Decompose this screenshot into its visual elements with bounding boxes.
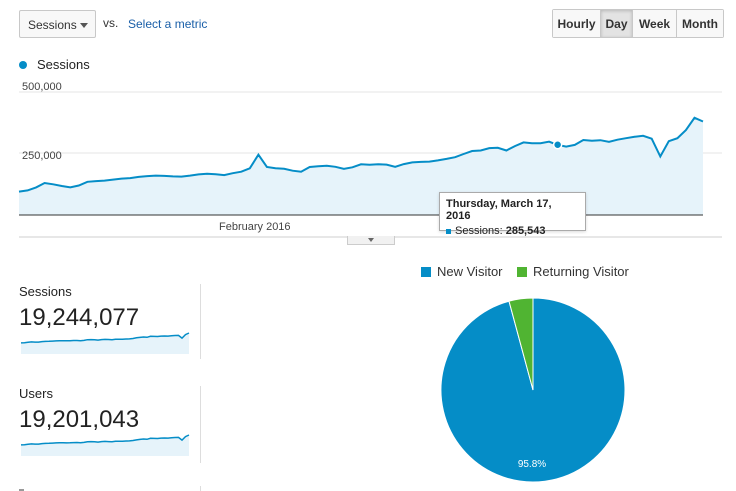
granularity-toggle: Hourly Day Week Month: [552, 9, 724, 38]
select-metric-link[interactable]: Select a metric: [128, 17, 208, 31]
y-tick-500000: 500,000: [22, 81, 62, 93]
granularity-week-button[interactable]: Week: [632, 10, 676, 37]
vs-label: vs.: [103, 16, 119, 30]
hover-point-marker: [552, 140, 563, 150]
granularity-month-button[interactable]: Month: [676, 10, 723, 37]
chevron-down-icon: [368, 238, 374, 242]
sessions-line-chart[interactable]: 500,000 250,000 February 2016: [0, 0, 736, 250]
sessions-legend-dot-icon: [19, 60, 27, 69]
tooltip-value: 285,543: [505, 225, 546, 237]
scorecard-users-label: Users: [19, 386, 53, 401]
tooltip-series-name: Sessions: [455, 225, 500, 237]
metric-select[interactable]: Sessions: [19, 10, 96, 38]
pie-legend-label: New Visitor: [437, 264, 503, 279]
pie-slice-returning-visitor[interactable]: [508, 297, 534, 391]
sessions-legend-label: Sessions: [37, 57, 90, 72]
granularity-day-button[interactable]: Day: [600, 10, 632, 37]
granularity-hourly-button[interactable]: Hourly: [553, 10, 600, 37]
y-tick-250000: 250,000: [22, 150, 62, 162]
scorecard-divider: [200, 284, 201, 359]
pie-legend-new-visitor[interactable]: New Visitor: [421, 264, 503, 279]
scorecard-divider: [200, 486, 201, 491]
tooltip-date: Thursday, March 17, 2016: [446, 198, 552, 222]
x-tick-february: February 2016: [219, 221, 291, 233]
tooltip-row: Sessions: 285,543: [446, 225, 579, 237]
tooltip-series-swatch-icon: [446, 228, 451, 234]
caret-down-icon: [80, 23, 88, 28]
chart-legend[interactable]: Sessions: [19, 57, 90, 72]
hover-point: [552, 140, 563, 150]
pie-legend-label: Returning Visitor: [533, 264, 629, 279]
scorecard-sessions-label: Sessions: [19, 284, 72, 299]
scorecard-users-value: 19,201,043: [19, 406, 140, 433]
sessions-line: [18, 116, 704, 193]
metric-select-label: Sessions: [28, 18, 77, 32]
sessions-area: [19, 117, 703, 215]
returning-visitor-swatch-icon: [517, 266, 527, 277]
chart-tooltip: Thursday, March 17, 2016 Sessions: 285,5…: [439, 192, 586, 237]
scorecard-sessions-value: 19,244,077: [19, 304, 140, 331]
collapse-chart-button[interactable]: [347, 236, 395, 245]
pie-legend-returning-visitor[interactable]: Returning Visitor: [517, 264, 629, 279]
scorecard-divider: [200, 386, 201, 463]
scorecard-next-partial: [19, 486, 59, 491]
new-visitor-swatch-icon: [421, 266, 431, 277]
pie-slice-label: 95.8%: [518, 459, 546, 470]
